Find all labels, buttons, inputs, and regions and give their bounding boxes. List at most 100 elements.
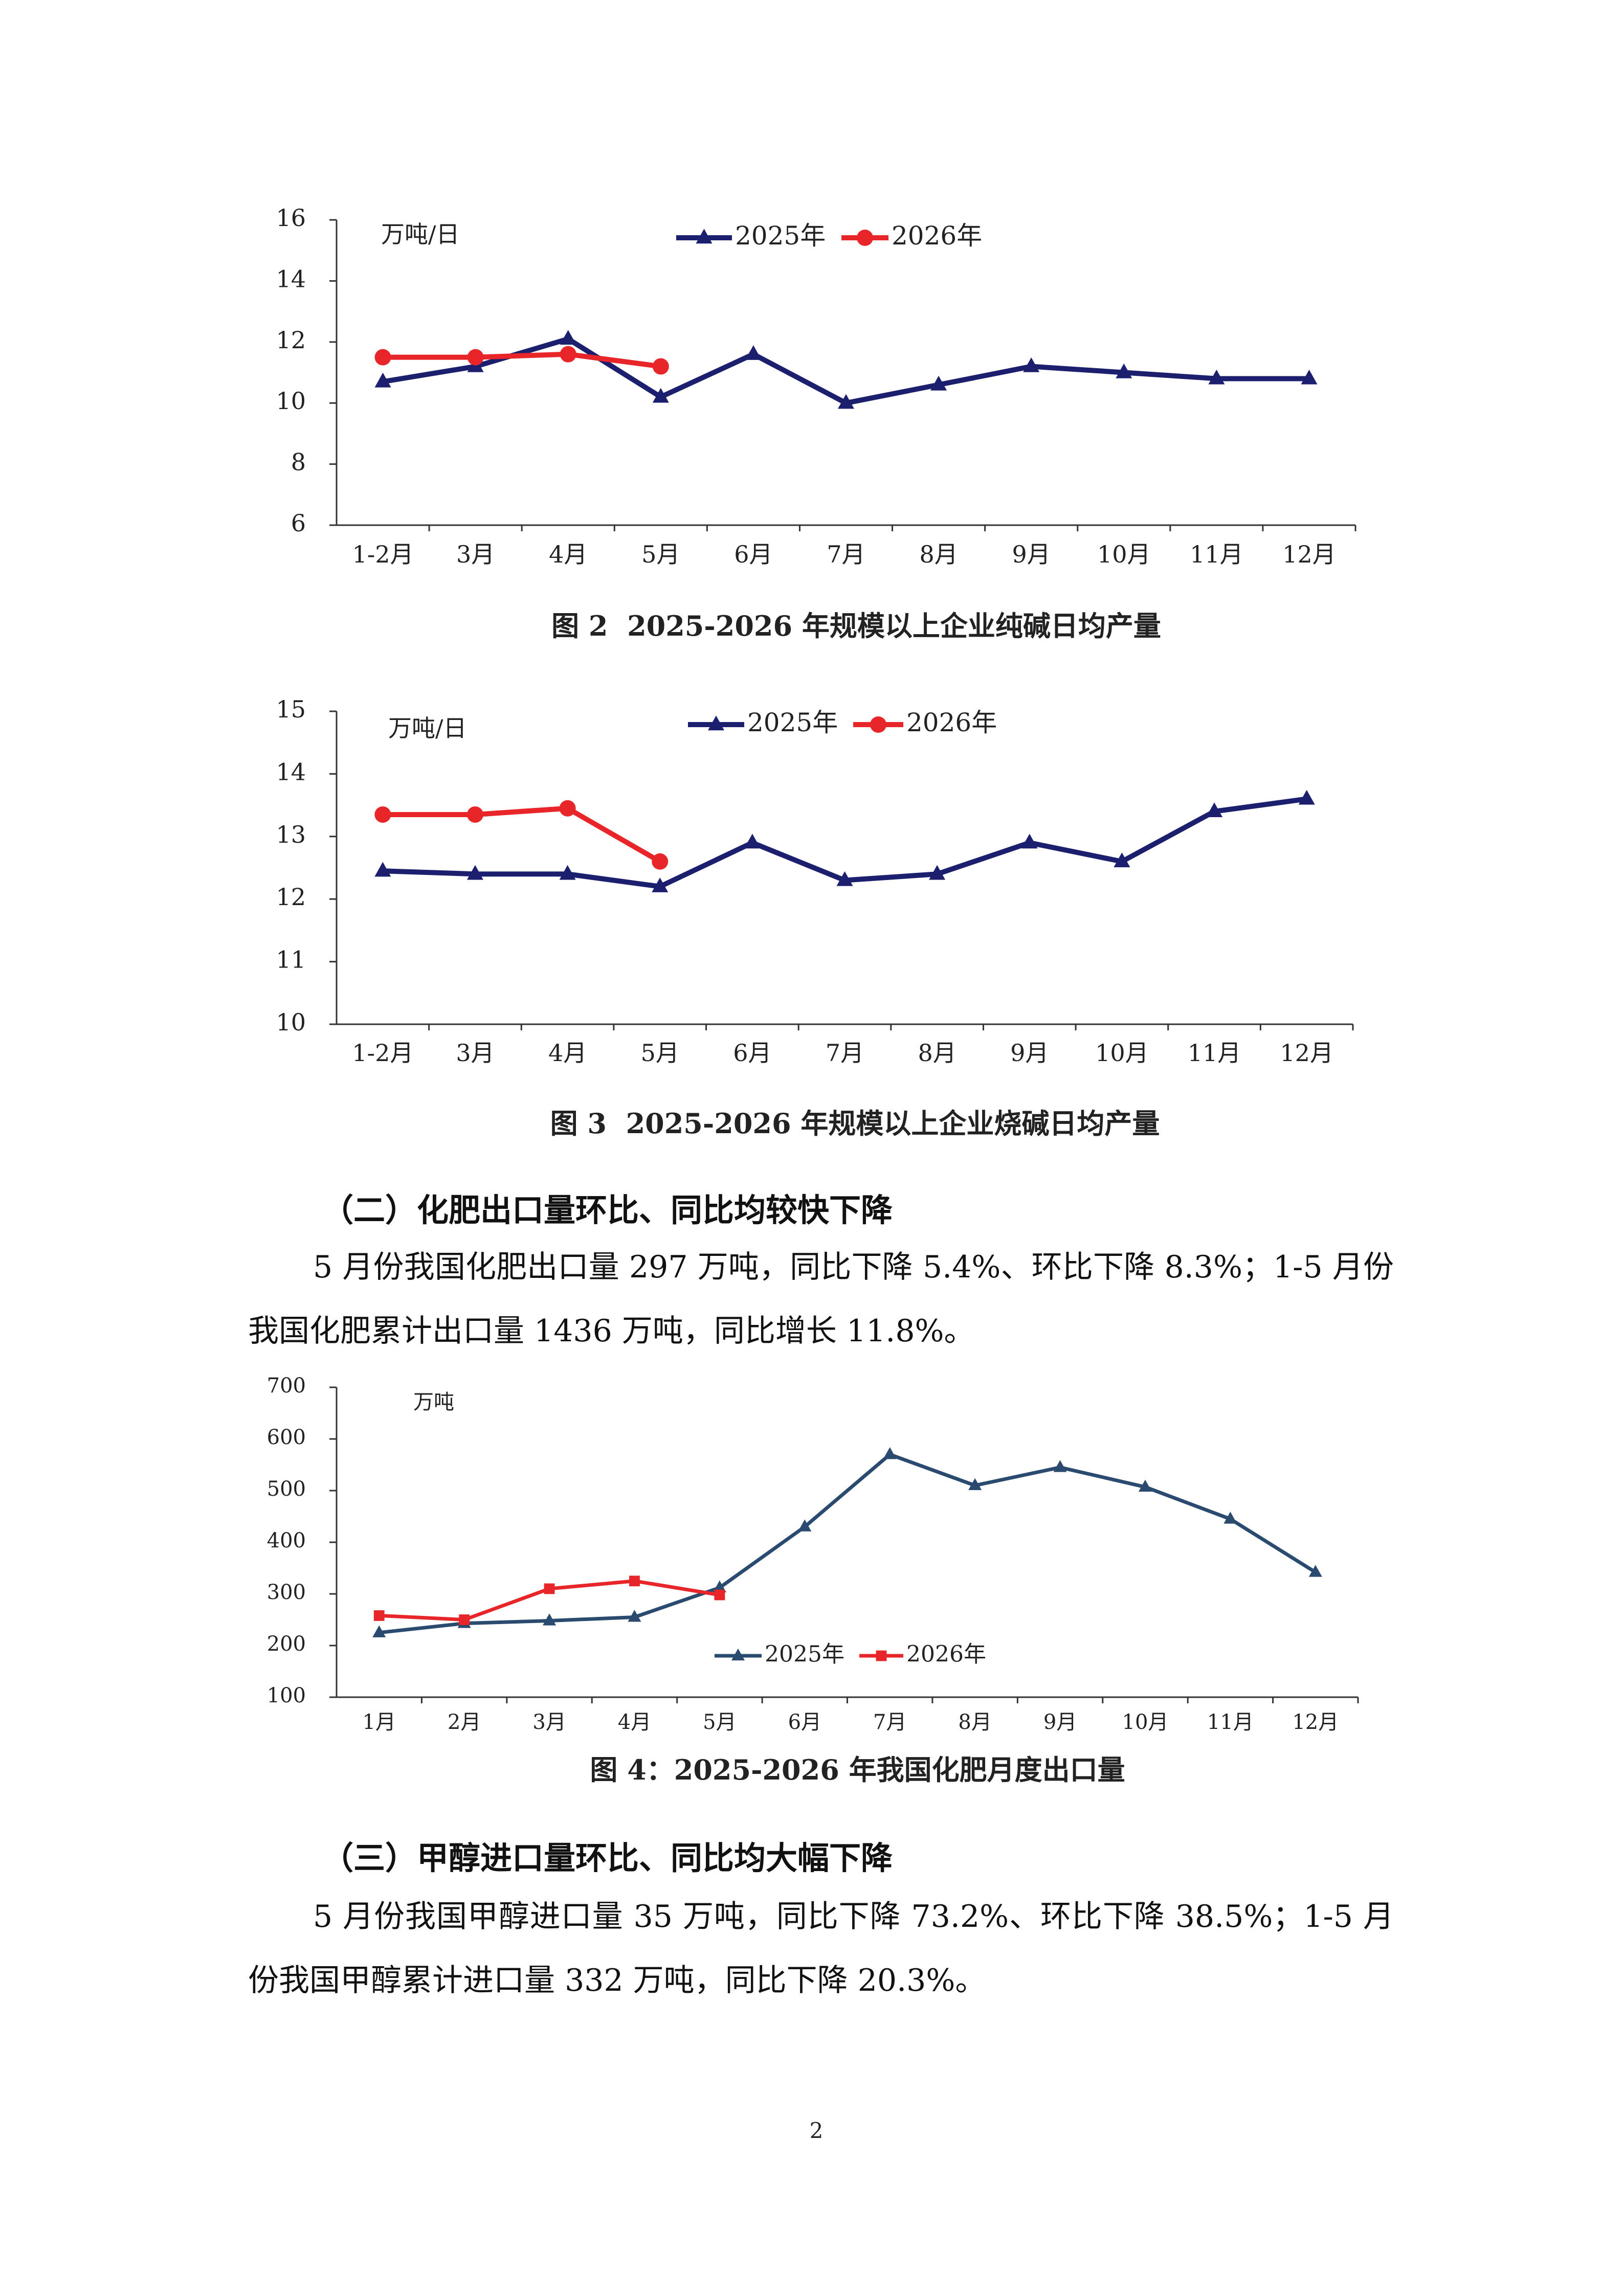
x-tick-label: 7月 — [826, 1039, 864, 1067]
marker — [1023, 357, 1040, 372]
marker — [373, 1610, 385, 1621]
marker — [559, 800, 576, 817]
marker — [459, 1614, 470, 1625]
x-tick-label: 9月 — [1010, 1039, 1049, 1067]
marker — [876, 1650, 887, 1661]
legend-label: 2025年 — [747, 708, 838, 737]
legend-label: 2025年 — [765, 1641, 844, 1668]
paragraph: 5 月份我国化肥出口量 297 万吨，同比下降 5.4%、环比下降 8.3%；1… — [248, 1249, 1394, 1349]
x-tick-label: 3月 — [456, 541, 495, 568]
marker — [714, 1589, 725, 1601]
y-tick-label: 14 — [276, 265, 306, 292]
marker — [544, 1583, 555, 1594]
marker — [467, 349, 484, 366]
x-tick-label: 10月 — [1097, 541, 1151, 568]
x-tick-label: 9月 — [1043, 1710, 1077, 1734]
marker — [1208, 369, 1225, 385]
paragraph: 5 月份我国甲醇进口量 35 万吨，同比下降 73.2%、环比下降 38.5%；… — [248, 1899, 1394, 1998]
x-tick-label: 12月 — [1292, 1710, 1339, 1734]
marker — [696, 229, 713, 244]
marker — [838, 394, 854, 409]
x-tick-label: 9月 — [1012, 541, 1051, 568]
y-tick-label: 11 — [276, 946, 306, 974]
x-tick-label: 5月 — [641, 541, 680, 568]
marker — [744, 834, 761, 849]
marker — [1301, 369, 1318, 385]
marker — [466, 806, 483, 823]
x-tick-label: 5月 — [641, 1039, 679, 1067]
x-tick-label: 3月 — [532, 1710, 566, 1734]
section-heading: （三）甲醇进口量环比、同比均大幅下降 — [322, 1839, 893, 1877]
y-tick-label: 300 — [267, 1581, 306, 1604]
marker — [543, 1613, 557, 1626]
marker — [374, 806, 391, 823]
x-tick-label: 2月 — [448, 1710, 481, 1734]
marker — [374, 862, 391, 877]
x-tick-label: 12月 — [1280, 1039, 1333, 1067]
marker — [857, 230, 873, 246]
marker — [798, 1519, 812, 1532]
y-tick-label: 100 — [267, 1684, 306, 1707]
page-number: 2 — [810, 2118, 824, 2143]
marker — [745, 345, 762, 360]
marker — [870, 716, 886, 733]
x-tick-label: 5月 — [703, 1710, 736, 1734]
marker — [883, 1447, 897, 1459]
chart-caption: 图 2 2025-2026 年规模以上企业纯碱日均产量 — [551, 610, 1161, 642]
x-tick-label: 11月 — [1188, 1039, 1241, 1067]
y-tick-label: 15 — [276, 695, 306, 723]
y-tick-label: 10 — [276, 387, 306, 415]
x-tick-label: 3月 — [456, 1039, 494, 1067]
marker — [374, 372, 391, 388]
chart-caption: 图 3 2025-2026 年规模以上企业烧碱日均产量 — [550, 1107, 1160, 1140]
legend-label: 2026年 — [906, 1641, 986, 1668]
y-tick-label: 200 — [267, 1632, 306, 1656]
x-tick-label: 7月 — [873, 1710, 906, 1734]
marker — [1053, 1460, 1067, 1472]
marker — [652, 853, 669, 870]
marker — [1138, 1479, 1152, 1492]
y-tick-label: 6 — [291, 509, 306, 537]
x-tick-label: 1月 — [362, 1710, 395, 1734]
marker — [1298, 790, 1315, 805]
legend-label: 2025年 — [735, 221, 826, 251]
series-line — [383, 351, 661, 369]
x-tick-label: 6月 — [788, 1710, 821, 1734]
y-tick-label: 12 — [276, 883, 306, 911]
legend-label: 2026年 — [906, 708, 997, 737]
y-tick-label: 12 — [276, 326, 306, 354]
x-tick-label: 4月 — [548, 1039, 587, 1067]
marker — [930, 375, 947, 391]
marker — [1114, 852, 1130, 867]
marker — [652, 388, 669, 403]
marker — [560, 346, 576, 363]
y-tick-label: 10 — [276, 1008, 306, 1036]
unit-label: 万吨 — [413, 1390, 454, 1414]
marker — [1116, 363, 1132, 378]
unit-label: 万吨/日 — [388, 714, 467, 742]
series-line — [379, 1452, 1317, 1635]
y-tick-label: 16 — [276, 204, 306, 232]
x-tick-label: 8月 — [919, 541, 958, 568]
marker — [628, 1610, 641, 1622]
marker — [929, 865, 946, 880]
x-tick-label: 4月 — [549, 541, 587, 568]
x-tick-label: 1-2月 — [352, 541, 414, 568]
marker — [1223, 1512, 1237, 1524]
x-tick-label: 10月 — [1122, 1710, 1169, 1734]
x-tick-label: 1-2月 — [352, 1039, 413, 1067]
unit-label: 万吨/日 — [381, 220, 460, 248]
series-line — [383, 805, 661, 864]
marker — [1021, 834, 1038, 849]
x-tick-label: 6月 — [734, 541, 772, 568]
marker — [1308, 1565, 1322, 1577]
x-tick-label: 11月 — [1207, 1710, 1254, 1734]
y-tick-label: 700 — [267, 1374, 306, 1398]
y-tick-label: 14 — [276, 758, 306, 785]
legend-label: 2026年 — [892, 221, 982, 251]
chart-caption: 图 4：2025-2026 年我国化肥月度出口量 — [590, 1753, 1125, 1786]
marker — [629, 1575, 640, 1587]
marker — [559, 865, 576, 880]
marker — [708, 715, 724, 731]
marker — [713, 1580, 726, 1592]
